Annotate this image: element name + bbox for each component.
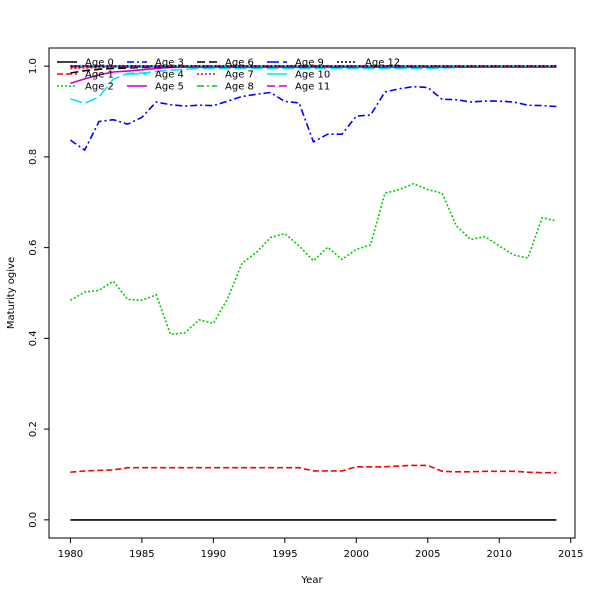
legend-item-age-6: Age 6 xyxy=(197,58,254,69)
legend-label: Age 12 xyxy=(365,58,400,69)
legend-item-age-0: Age 0 xyxy=(57,58,114,69)
legend-label: Age 9 xyxy=(295,58,324,69)
y-tick-label: 0.8 xyxy=(28,149,39,165)
x-tick-label: 2010 xyxy=(487,549,512,560)
legend-item-age-11: Age 11 xyxy=(267,82,330,93)
legend-item-age-1: Age 1 xyxy=(57,70,114,81)
series-line-age-2 xyxy=(70,182,557,336)
legend-label: Age 3 xyxy=(155,58,184,69)
y-axis: 0.0 0.2 0.4 0.6 0.8 1.0 xyxy=(28,58,49,528)
legend-label: Age 1 xyxy=(85,70,114,81)
x-axis-label: Year xyxy=(300,575,323,586)
legend-item-age-2: Age 2 xyxy=(57,82,114,93)
legend-item-age-7: Age 7 xyxy=(197,70,254,81)
y-tick-label: 0.2 xyxy=(28,421,39,437)
plot-frame xyxy=(48,47,576,539)
x-axis: 1980 1985 1990 1995 2000 2005 2010 2015 xyxy=(58,538,583,560)
x-tick-label: 1990 xyxy=(201,549,226,560)
legend-item-age-12: Age 12 xyxy=(337,58,400,69)
legend-item-age-9: Age 9 xyxy=(267,58,324,69)
legend-label: Age 10 xyxy=(295,70,330,81)
y-tick-label: 0.4 xyxy=(28,330,39,346)
legend-label: Age 5 xyxy=(155,82,184,93)
x-tick-label: 2015 xyxy=(558,549,583,560)
legend-item-age-4: Age 4 xyxy=(127,70,184,81)
legend-label: Age 0 xyxy=(85,58,114,69)
y-tick-label: 0.0 xyxy=(28,512,39,528)
series-line-age-1 xyxy=(70,464,557,474)
y-tick-label: 0.6 xyxy=(28,240,39,256)
series-layer xyxy=(69,65,557,521)
legend-label: Age 4 xyxy=(155,70,184,81)
legend-label: Age 2 xyxy=(85,82,114,93)
legend-item-age-10: Age 10 xyxy=(267,70,330,81)
y-tick-label: 1.0 xyxy=(28,58,39,74)
legend-item-age-3: Age 3 xyxy=(127,58,184,69)
legend-label: Age 11 xyxy=(295,82,330,93)
x-tick-label: 2005 xyxy=(415,549,440,560)
y-axis-label: Maturity ogive xyxy=(6,257,17,329)
legend-item-age-8: Age 8 xyxy=(197,82,254,93)
legend-label: Age 6 xyxy=(225,58,254,69)
legend-label: Age 8 xyxy=(225,82,254,93)
x-tick-label: 1995 xyxy=(272,549,297,560)
legend-label: Age 7 xyxy=(225,70,254,81)
legend-item-age-5: Age 5 xyxy=(127,82,184,93)
x-tick-label: 2000 xyxy=(344,549,369,560)
x-tick-label: 1985 xyxy=(129,549,154,560)
series-line-age-3 xyxy=(69,85,557,152)
x-tick-label: 1980 xyxy=(58,549,83,560)
